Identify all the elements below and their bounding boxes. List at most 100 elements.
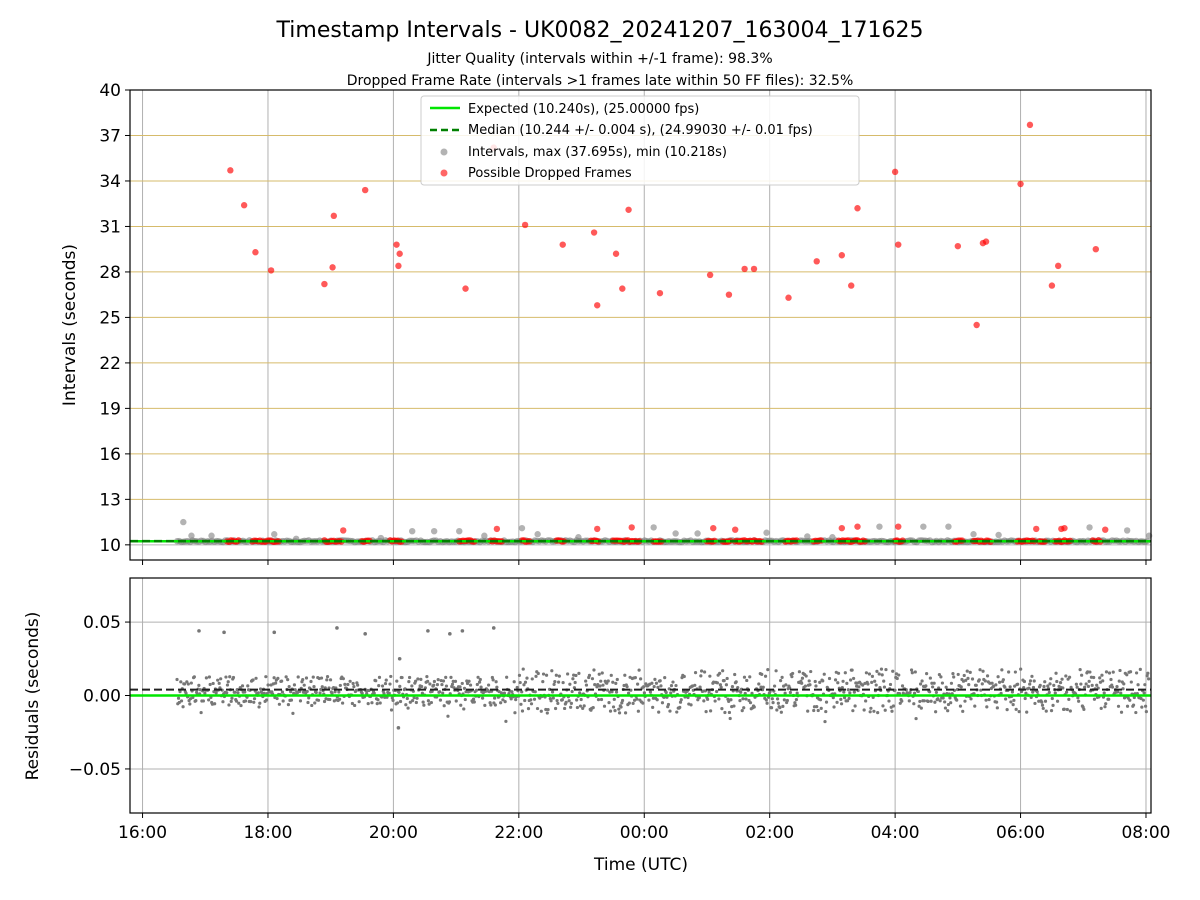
- residual-point: [504, 719, 508, 723]
- residual-point: [320, 685, 324, 689]
- residual-point: [1046, 684, 1050, 688]
- residual-point: [499, 701, 503, 705]
- residual-point: [569, 701, 573, 705]
- residual-point: [845, 699, 850, 703]
- residual-point: [596, 698, 601, 702]
- residual-point: [404, 703, 408, 707]
- interval-point: [650, 524, 657, 531]
- residual-point: [932, 681, 936, 685]
- residual-point: [298, 699, 303, 703]
- residual-point: [581, 706, 585, 710]
- residual-point: [1083, 685, 1087, 689]
- residual-point: [438, 698, 443, 702]
- residual-point: [857, 685, 861, 689]
- residual-point: [1104, 670, 1109, 674]
- residual-point: [221, 700, 225, 704]
- residual-point: [549, 699, 553, 703]
- residual-point: [813, 679, 817, 684]
- residual-point: [941, 696, 945, 700]
- residual-point: [952, 675, 956, 679]
- residual-point: [494, 680, 498, 684]
- dropped-frame-point: [361, 186, 369, 194]
- chart-subtitle-jitter: Jitter Quality (intervals within +/-1 fr…: [426, 51, 772, 67]
- residual-point: [629, 688, 633, 692]
- residual-point: [730, 684, 735, 689]
- residual-point: [217, 681, 221, 685]
- residual-point: [1060, 677, 1064, 681]
- legend-median-label: Median (10.244 +/- 0.004 s), (24.99030 +…: [468, 123, 813, 138]
- residual-point: [325, 675, 330, 679]
- residual-point: [669, 684, 674, 688]
- interval-point: [534, 531, 541, 538]
- residual-point: [654, 681, 659, 685]
- residual-point: [374, 679, 378, 683]
- residual-point: [415, 696, 419, 700]
- residual-point: [631, 701, 635, 706]
- residual-point: [557, 674, 561, 678]
- y-tick-label: 31: [99, 217, 121, 237]
- residual-point: [224, 675, 228, 679]
- residual-point: [1013, 670, 1018, 674]
- residual-point: [1115, 685, 1119, 689]
- residual-point: [582, 704, 586, 708]
- residual-point: [376, 698, 380, 702]
- residual-point: [1121, 687, 1125, 691]
- residual-point: [812, 705, 817, 709]
- residual-point: [201, 699, 205, 703]
- residual-point: [512, 680, 516, 684]
- residual-point: [207, 675, 211, 679]
- residual-point: [388, 682, 392, 686]
- y-tick-label: 13: [99, 490, 121, 510]
- residual-point: [757, 682, 761, 686]
- interval-point: [804, 533, 811, 540]
- dropped-frame-point: [594, 302, 601, 309]
- residual-point: [1116, 704, 1121, 708]
- residual-point: [718, 671, 722, 675]
- residual-point: [934, 710, 938, 714]
- residual-point: [495, 685, 499, 689]
- residual-point: [503, 700, 507, 704]
- residual-point: [219, 677, 223, 681]
- residual-point: [240, 684, 245, 688]
- residual-point: [1004, 697, 1008, 701]
- y-tick-label: 16: [99, 445, 121, 465]
- residual-point: [642, 691, 646, 695]
- residual-point: [675, 710, 679, 714]
- residual-point: [1041, 706, 1045, 711]
- residual-point: [1019, 667, 1023, 671]
- residuals-panel: 0.05 0.00 −0.05 16:00 18:00 20:00 22:00 00:00 02…: [69, 577, 1170, 843]
- residual-point: [325, 678, 329, 682]
- residual-point: [274, 681, 278, 685]
- residual-point: [441, 691, 445, 695]
- residual-point: [983, 679, 987, 683]
- residual-point: [901, 691, 905, 695]
- residual-point: [1016, 682, 1020, 686]
- residual-point: [1092, 697, 1097, 701]
- residual-point: [936, 697, 940, 701]
- bottom-plot-frame: [129, 577, 1152, 814]
- residual-point: [179, 699, 184, 703]
- residual-point: [609, 673, 613, 677]
- residual-point: [760, 672, 764, 676]
- interval-point: [430, 527, 438, 535]
- residual-point: [867, 672, 872, 676]
- residual-point: [818, 680, 822, 684]
- interval-point: [995, 531, 1002, 539]
- residual-point: [1141, 698, 1145, 702]
- residual-point: [888, 682, 893, 687]
- residual-point: [768, 689, 772, 694]
- residual-point: [1044, 709, 1048, 713]
- residual-point: [296, 675, 300, 679]
- residual-point: [1001, 678, 1005, 682]
- residual-point: [1005, 708, 1009, 712]
- residual-point: [1022, 686, 1026, 690]
- y-tick-label: 37: [99, 126, 121, 146]
- residual-point: [686, 695, 690, 700]
- residual-point: [1022, 679, 1027, 684]
- residual-point: [741, 697, 745, 701]
- residual-point: [421, 700, 425, 704]
- residual-point: [525, 676, 529, 680]
- residual-point: [959, 685, 963, 689]
- residual-point: [1101, 679, 1105, 683]
- dropped-frame-point: [954, 242, 962, 250]
